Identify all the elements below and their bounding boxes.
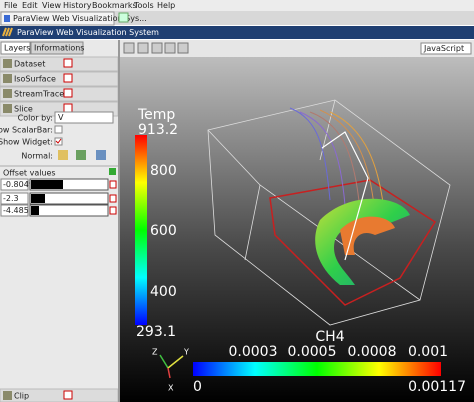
delete-button[interactable] [109, 206, 117, 215]
scalar-bar-label: 0 [193, 379, 202, 395]
scalar-bar-title: CH4 [315, 329, 344, 345]
scalar-bar-label: 600 [150, 223, 177, 239]
view-toolbar [120, 40, 474, 57]
slider-fill [31, 206, 39, 215]
menu-bar [0, 0, 474, 11]
tab-label[interactable]: Layers [4, 44, 30, 53]
delete-button[interactable] [63, 103, 73, 113]
delete-button[interactable] [63, 58, 73, 68]
scalar-bar-title: Temp [137, 107, 175, 123]
scalar-bar-label: 0.0005 [288, 344, 337, 360]
item-icon [3, 391, 12, 400]
app-title: ParaView Web Visualization System [17, 28, 159, 37]
offset-input[interactable] [0, 192, 29, 205]
tab[interactable] [0, 41, 31, 55]
new-tab-button[interactable] [118, 12, 129, 23]
offset-value[interactable]: -4.485 [3, 206, 29, 215]
menu-item[interactable]: Edit [22, 1, 38, 10]
property-label: Show Widget: [0, 138, 53, 147]
offset-slider[interactable] [29, 204, 109, 217]
checkbox[interactable] [54, 125, 63, 134]
pipeline-label[interactable]: IsoSurface [14, 75, 56, 84]
offset-input[interactable] [0, 178, 29, 191]
tool-button[interactable] [177, 42, 189, 54]
renderer-value[interactable]: JavaScript [423, 44, 464, 53]
select-value[interactable]: V [58, 113, 64, 122]
axis-line [167, 367, 171, 379]
scalar-bar-label: 800 [150, 163, 177, 179]
offset-input[interactable] [0, 204, 29, 217]
render-view[interactable] [120, 57, 474, 402]
menu-item[interactable]: Help [157, 1, 175, 10]
logo [2, 27, 13, 37]
scalar-bar-label: 293.1 [136, 324, 176, 340]
pipeline-label[interactable]: Clip [14, 392, 29, 401]
tool-button[interactable] [123, 42, 135, 54]
normal-button[interactable] [76, 150, 86, 160]
section-title: Offset values [3, 169, 56, 178]
axis-line [159, 354, 169, 369]
property-label: Color by: [18, 114, 53, 123]
normal-button[interactable] [96, 150, 106, 160]
axis-label: Y [183, 348, 189, 357]
scalar-bar-label: 913.2 [138, 122, 178, 138]
item-icon [3, 104, 12, 113]
offset-rows: -0.8049 -2.3 -4.485 [0, 178, 117, 217]
scalar-bar-vertical [135, 135, 147, 325]
slider-fill [31, 194, 45, 203]
scalar-bar-label: 400 [150, 284, 177, 300]
browser-tab[interactable] [0, 11, 115, 26]
offset-value[interactable]: -2.3 [3, 194, 19, 203]
menu-item[interactable]: File [4, 1, 17, 10]
offset-slider[interactable] [29, 178, 109, 191]
orientation-axes: Z Y X [152, 348, 189, 393]
splitter [118, 40, 120, 402]
delete-button[interactable] [109, 194, 117, 203]
pipeline-label[interactable]: StreamTracer [14, 90, 68, 99]
pipeline-label[interactable]: Slice [14, 105, 33, 114]
check-mark [55, 138, 62, 144]
offset-value[interactable]: -0.8049 [3, 180, 34, 189]
delete-button[interactable] [63, 88, 73, 98]
scalar-bar-label: 0.00117 [408, 379, 466, 395]
tab-title[interactable]: ParaView Web Visualization Sys... [13, 14, 147, 23]
axis-label: Z [152, 348, 158, 357]
property-label: Show ScalarBar: [0, 126, 53, 135]
scalar-bar-label: 0.0003 [229, 344, 278, 360]
delete-button[interactable] [63, 390, 73, 400]
scalar-bar-horizontal [193, 362, 441, 376]
scalar-bar-label: 0.001 [408, 344, 448, 360]
tab-icon [4, 15, 10, 22]
normal-button[interactable] [58, 150, 68, 160]
color-by-select[interactable] [54, 111, 114, 124]
item-icon [3, 74, 12, 83]
axis-label: X [168, 384, 174, 393]
item-icon [3, 59, 12, 68]
tool-button[interactable] [137, 42, 149, 54]
tool-button[interactable] [151, 42, 163, 54]
delete-button[interactable] [63, 73, 73, 83]
property-label: Normal: [21, 152, 53, 161]
slider-fill [31, 180, 63, 189]
offset-slider[interactable] [29, 192, 109, 205]
app-header [0, 26, 474, 39]
menu-item[interactable]: History [63, 1, 92, 10]
menu-item[interactable]: Bookmarks [92, 1, 137, 10]
menu-item[interactable]: Tools [133, 1, 154, 10]
tool-button[interactable] [164, 42, 176, 54]
renderer-select[interactable] [420, 42, 472, 55]
pipeline-label[interactable]: Dataset [14, 60, 45, 69]
menu-item[interactable]: View [42, 1, 61, 10]
iso-surface-inner [340, 216, 395, 255]
tab[interactable] [30, 41, 84, 55]
item-icon [3, 89, 12, 98]
widget [321, 131, 369, 261]
tab-label[interactable]: Informations [34, 44, 84, 53]
pipeline: Dataset IsoSurface StreamTracer Slice [0, 56, 119, 117]
axis-line [167, 355, 184, 369]
scalar-bar-label: 0.0008 [348, 344, 397, 360]
add-button[interactable] [109, 168, 116, 175]
delete-button[interactable] [109, 180, 117, 189]
